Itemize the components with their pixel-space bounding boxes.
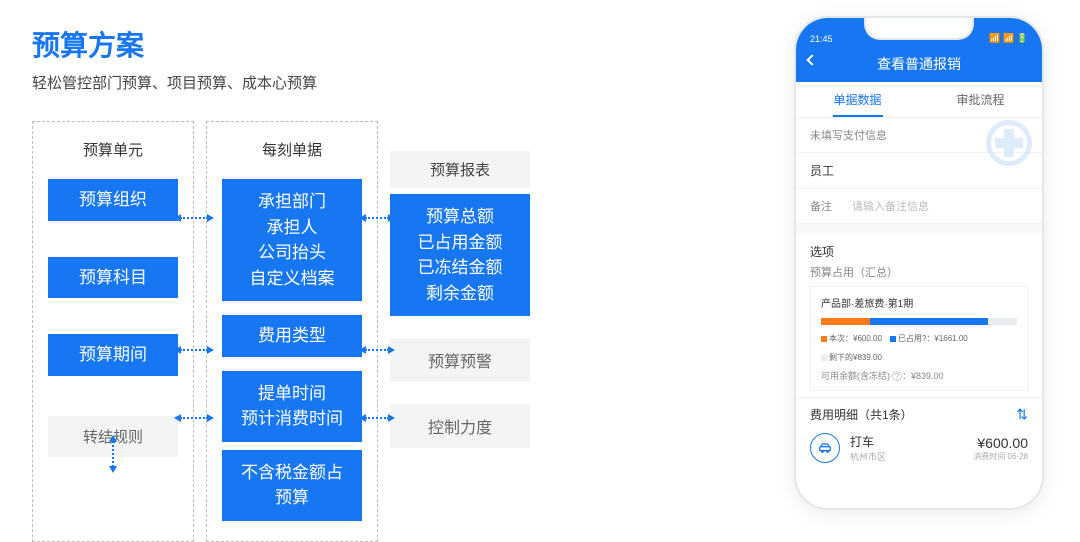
box-budget-subject: 预算科目	[48, 257, 178, 299]
line: 提单时间	[222, 381, 362, 407]
budget-card: 产品部·差旅费·第1期 本次：¥600.00 已占用?：¥1661.00 剩下的…	[810, 286, 1028, 391]
available-value: ：¥839.00	[902, 371, 944, 381]
phone-notch	[864, 18, 974, 40]
detail-header: 费用明细（共1条） ⇅	[796, 397, 1042, 427]
budget-section-title: 预算占用（汇总）	[796, 262, 1042, 286]
help-icon[interactable]: ?	[892, 371, 902, 381]
back-icon[interactable]	[806, 54, 817, 65]
legend-used-val: ¥1661.00	[934, 334, 967, 343]
legend-remain-val: ¥839.00	[853, 353, 882, 362]
status-time: 21:45	[810, 34, 833, 44]
box-notax-amount: 不含税金额占 预算	[222, 450, 362, 521]
box-budget-period: 预算期间	[48, 334, 178, 376]
legend-current-label: 本次	[829, 334, 845, 343]
expense-sub: 杭州市区	[850, 450, 963, 463]
help-icon[interactable]: ?	[922, 334, 926, 343]
connector-arrow	[180, 217, 208, 219]
budget-bar	[821, 318, 1017, 325]
nav-title: 查看普通报销	[877, 54, 961, 74]
option-row[interactable]: 选项	[796, 234, 1042, 262]
taxi-icon	[810, 433, 840, 463]
watermark-icon	[986, 120, 1032, 166]
expense-time: 消费时间 06-28	[973, 451, 1028, 462]
box-dept-owner: 承担部门 承担人 公司抬头 自定义档案	[222, 179, 362, 301]
expense-amount: ¥600.00	[973, 435, 1028, 451]
box-budget-org: 预算组织	[48, 179, 178, 221]
line: 预算	[222, 485, 362, 511]
expense-name: 打车	[850, 433, 963, 450]
connector-arrow	[365, 417, 389, 419]
connector-arrow	[365, 217, 389, 219]
col-maycur-doc: 每刻单据 承担部门 承担人 公司抬头 自定义档案 费用类型 提单时间 预计消费时…	[206, 121, 378, 542]
tabs: 单据数据 审批流程	[796, 82, 1042, 118]
available-label: 可用余额(含冻结)	[821, 371, 890, 381]
connector-arrow	[365, 349, 389, 351]
col1-title: 预算单元	[83, 136, 143, 163]
remark-placeholder: 请输入备注信息	[852, 198, 929, 214]
connector-arrow	[180, 417, 208, 419]
line: 剩余金额	[390, 281, 530, 307]
box-budget-alert: 预算预警	[390, 338, 530, 382]
remark-label: 备注	[810, 198, 838, 214]
box-control-strength: 控制力度	[390, 404, 530, 448]
detail-title: 费用明细（共1条）	[810, 406, 913, 423]
line: 已占用金额	[390, 230, 530, 256]
tab-doc-data[interactable]: 单据数据	[796, 82, 919, 117]
budget-name: 产品部·差旅费·第1期	[821, 295, 1017, 310]
legend-current-val: ¥600.00	[853, 334, 882, 343]
budget-legend: 本次：¥600.00 已占用?：¥1661.00 剩下的¥839.00	[821, 333, 1017, 363]
box-time: 提单时间 预计消费时间	[222, 371, 362, 442]
line: 承担人	[222, 215, 362, 241]
line: 承担部门	[222, 189, 362, 215]
legend-used-label: 已占用	[898, 334, 922, 343]
col-budget-report: 预算报表 预算总额 已占用金额 已冻结金额 剩余金额 预算预警 控制力度	[390, 121, 530, 542]
nav-bar: 查看普通报销	[796, 46, 1042, 82]
connector-arrow	[112, 441, 114, 467]
sort-icon[interactable]: ⇅	[1016, 406, 1028, 423]
phone-mockup: 21:45 📶 📶 🔋 查看普通报销 单据数据 审批流程 未填写支付信息 员工 …	[794, 16, 1044, 510]
box-report-amounts: 预算总额 已占用金额 已冻结金额 剩余金额	[390, 194, 530, 316]
remark-row[interactable]: 备注 请输入备注信息	[796, 189, 1042, 224]
col2-title: 每刻单据	[262, 136, 322, 163]
budget-diagram: 预算单元 预算组织 预算科目 预算期间 转结规则 每刻单据 承担部门 承担人 公…	[32, 121, 542, 542]
tab-approval-flow[interactable]: 审批流程	[919, 82, 1042, 117]
line: 已冻结金额	[390, 255, 530, 281]
col3-title: 预算报表	[390, 151, 530, 188]
line: 公司抬头	[222, 240, 362, 266]
available-row: 可用余额(含冻结)?：¥839.00	[821, 369, 1017, 382]
box-expense-type: 费用类型	[222, 315, 362, 357]
legend-remain-label: 剩下的	[829, 353, 853, 362]
bar-current	[821, 318, 870, 325]
expense-row[interactable]: 打车 杭州市区 ¥600.00 消费时间 06-28	[796, 427, 1042, 475]
col-budget-unit: 预算单元 预算组织 预算科目 预算期间 转结规则	[32, 121, 194, 542]
line: 预计消费时间	[222, 406, 362, 432]
line: 不含税金额占	[222, 460, 362, 486]
status-icons: 📶 📶 🔋	[989, 33, 1028, 44]
line: 预算总额	[390, 204, 530, 230]
connector-arrow	[180, 349, 208, 351]
line: 自定义档案	[222, 266, 362, 292]
